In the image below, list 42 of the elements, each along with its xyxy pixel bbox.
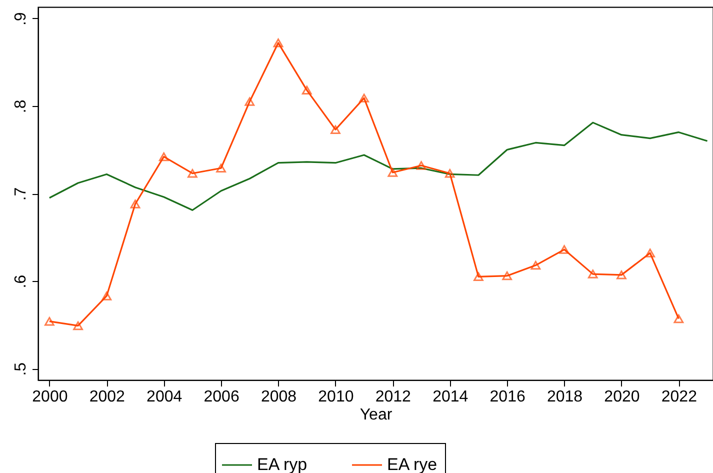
x-tick-label: 2014 xyxy=(432,388,468,406)
point xyxy=(130,200,140,208)
x-tick-label: 2000 xyxy=(32,388,68,406)
point xyxy=(616,270,626,280)
point xyxy=(102,292,112,300)
point xyxy=(73,321,83,330)
line-series xyxy=(48,122,708,211)
point xyxy=(444,168,455,178)
point xyxy=(530,260,541,270)
y-tick-label: .8 xyxy=(12,100,30,114)
point xyxy=(388,168,398,177)
point xyxy=(216,164,226,172)
x-tick-label: 2010 xyxy=(318,388,354,406)
x-tick-label: 2016 xyxy=(490,388,526,406)
point xyxy=(188,168,198,178)
point xyxy=(645,248,656,258)
point xyxy=(44,316,54,326)
y-tick-label: .6 xyxy=(12,274,30,288)
x-tick-label: 2008 xyxy=(260,388,297,406)
point xyxy=(674,314,684,324)
y-tick-label: .7 xyxy=(12,187,30,201)
x-tick-label: 2004 xyxy=(146,388,182,406)
x-tick-label: 2012 xyxy=(375,388,412,406)
point xyxy=(273,38,284,48)
x-tick-label: 2002 xyxy=(89,388,126,406)
point xyxy=(416,161,426,170)
point xyxy=(158,152,169,162)
point xyxy=(502,271,512,280)
point xyxy=(244,97,255,106)
point xyxy=(559,245,570,254)
y-tick-label: .5 xyxy=(12,362,30,376)
y-tick-label: .9 xyxy=(12,12,30,26)
point xyxy=(359,94,369,102)
x-tick-label: 2018 xyxy=(546,388,583,406)
x-tick-label: 2022 xyxy=(661,388,698,406)
point xyxy=(588,270,598,278)
point xyxy=(330,125,340,134)
x-tick-label: 2006 xyxy=(204,388,240,406)
x-tick-label: 2020 xyxy=(604,388,640,406)
point xyxy=(302,86,312,95)
point xyxy=(474,272,484,282)
x-axis-title: Year xyxy=(360,406,393,424)
